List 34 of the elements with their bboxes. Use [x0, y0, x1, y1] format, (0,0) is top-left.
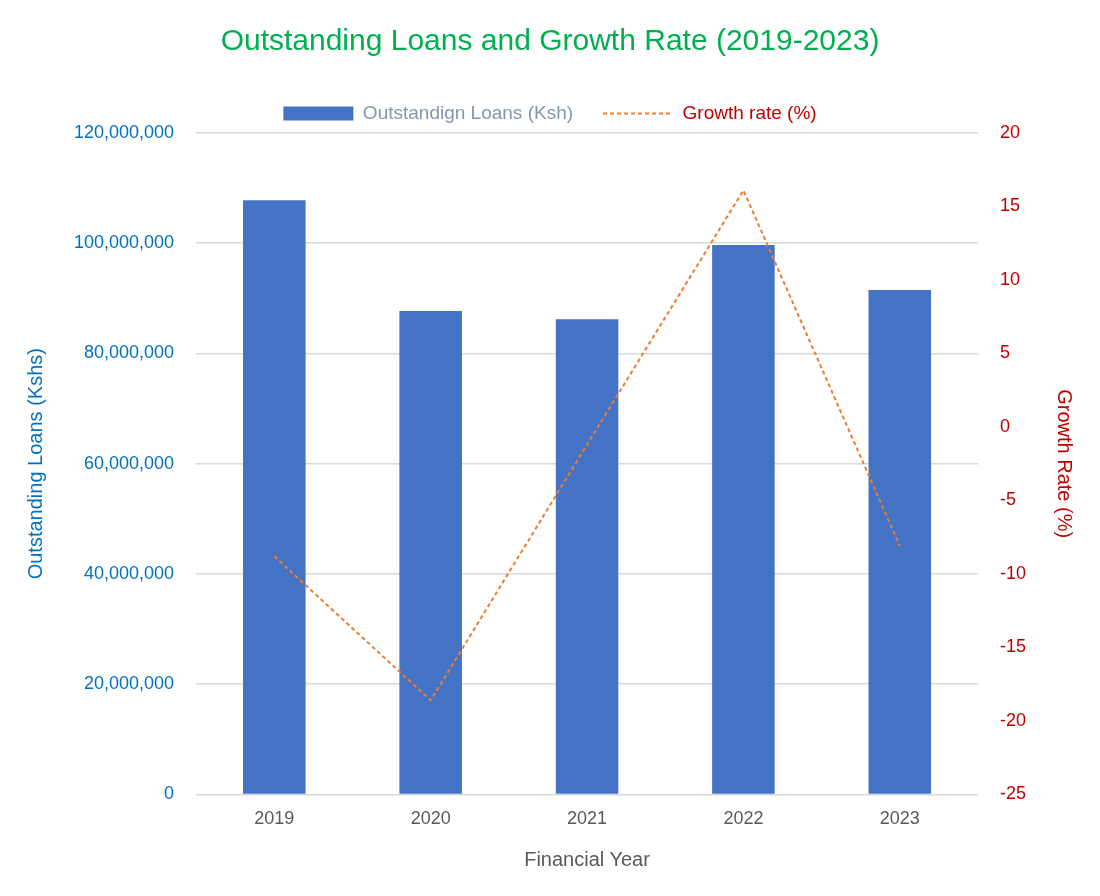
y2-tick-label: -20 — [999, 709, 1026, 730]
x-tick-label: 2022 — [723, 808, 764, 829]
y-tick-label: 80,000,000 — [84, 342, 175, 363]
y2-tick-label: -10 — [999, 562, 1026, 583]
y2-tick-label: 5 — [999, 342, 1010, 363]
chart-title: Outstanding Loans and Growth Rate (2019-2023) — [220, 23, 880, 57]
y-tick-label: 20,000,000 — [84, 673, 175, 694]
y2-tick-label: -15 — [999, 636, 1026, 657]
y2-tick-label: 10 — [999, 268, 1021, 289]
y-tick-label: 60,000,000 — [84, 452, 175, 473]
y-tick-label: 0 — [164, 783, 175, 804]
x-tick-label: 2020 — [410, 808, 451, 829]
y2-tick-label: 15 — [999, 195, 1021, 216]
x-tick-label: 2023 — [879, 808, 920, 829]
y2-tick-label: 20 — [999, 121, 1021, 142]
y2-axis-title: Growth Rate (%) — [1054, 389, 1077, 539]
legend-label: Outstandign Loans (Ksh) — [362, 101, 574, 123]
y-axis-title: Outstanding Loans (Kshs) — [23, 348, 46, 580]
x-axis-title: Financial Year — [524, 847, 651, 870]
y-tick-label: 100,000,000 — [73, 232, 175, 253]
y-tick-label: 120,000,000 — [73, 121, 175, 142]
bar — [399, 311, 462, 794]
bar — [555, 319, 619, 794]
line-series — [273, 189, 901, 702]
x-tick-label: 2019 — [254, 808, 295, 829]
bar — [243, 200, 306, 794]
y-tick-label: 40,000,000 — [84, 562, 175, 583]
y2-tick-label: 0 — [999, 415, 1010, 436]
legend-label: Growth rate (%) — [682, 101, 817, 123]
x-tick-label: 2021 — [567, 808, 608, 829]
y2-tick-label: -25 — [999, 783, 1026, 804]
y2-tick-label: -5 — [999, 489, 1016, 510]
bar — [868, 290, 932, 794]
bar — [712, 244, 775, 794]
